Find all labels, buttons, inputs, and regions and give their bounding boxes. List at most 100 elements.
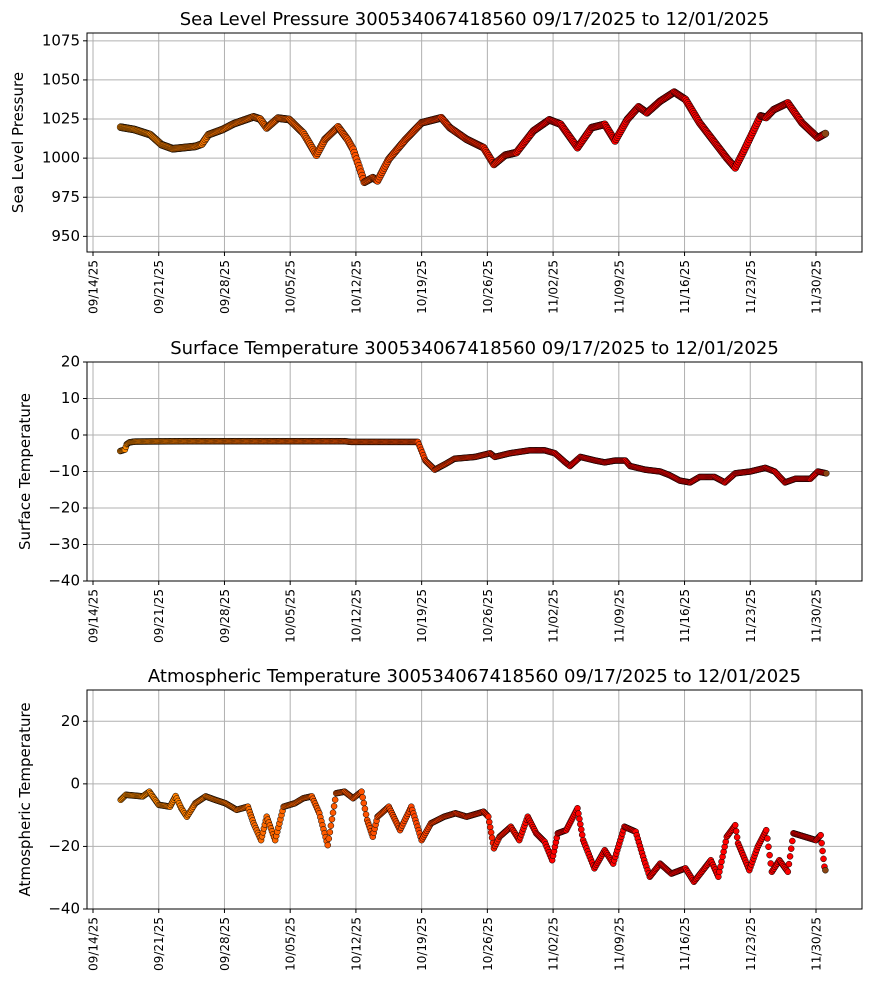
x-tick-label: 11/23/25 (744, 589, 758, 643)
x-tick-label: 11/02/25 (547, 917, 561, 971)
x-tick-label: 10/05/25 (284, 260, 298, 314)
x-tick-label: 11/09/25 (612, 589, 626, 643)
x-tick-label: 11/30/25 (809, 917, 823, 971)
y-tick-label: 0 (70, 426, 80, 444)
x-tick-label: 11/02/25 (547, 589, 561, 643)
data-point (331, 796, 339, 803)
chart-title: Sea Level Pressure 300534067418560 09/17… (180, 9, 770, 30)
x-tick-label: 10/26/25 (481, 917, 495, 971)
y-tick-label: 975 (51, 188, 80, 206)
x-tick-label: 10/12/25 (349, 917, 363, 971)
x-tick-label: 11/09/25 (612, 260, 626, 314)
data-point (819, 847, 826, 855)
data-point (733, 834, 741, 841)
data-point (764, 835, 771, 842)
x-tick-label: 10/19/25 (415, 917, 429, 971)
x-tick-label: 10/12/25 (349, 260, 363, 314)
data-point (784, 868, 792, 876)
data-point (821, 129, 830, 138)
y-tick-label: 10 (61, 389, 80, 407)
x-tick-label: 10/05/25 (284, 917, 298, 971)
x-tick-label: 11/16/25 (678, 260, 692, 314)
data-point (786, 853, 794, 860)
x-tick-label: 09/28/25 (218, 260, 232, 314)
x-tick-label: 11/23/25 (744, 260, 758, 314)
data-point (361, 805, 369, 813)
x-tick-label: 11/23/25 (744, 917, 758, 971)
x-tick-label: 10/26/25 (481, 589, 495, 643)
y-tick-label: 0 (70, 774, 80, 792)
data-point (732, 827, 740, 835)
data-point (577, 820, 584, 828)
x-tick-label: 10/05/25 (284, 589, 298, 643)
y-tick-label: 20 (61, 712, 80, 730)
data-point (360, 799, 368, 807)
y-tick-label: 1025 (42, 110, 80, 128)
data-series (117, 788, 829, 886)
data-point (326, 828, 334, 836)
data-point (575, 810, 582, 817)
data-point (578, 826, 585, 833)
data-point (330, 802, 338, 810)
y-tick-label: 950 (51, 227, 80, 245)
data-point (762, 826, 770, 834)
data-point (822, 866, 829, 874)
y-tick-label: −30 (48, 535, 80, 553)
data-point (823, 470, 830, 477)
subplot-2: 09/14/25 09/21/25 09/28/25 10/05/25 10/12/25… (16, 338, 863, 643)
x-tick-label: 09/14/25 (87, 589, 101, 643)
chart-title: Atmospheric Temperature 300534067418560 … (148, 666, 801, 687)
data-point (731, 821, 739, 829)
x-tick-label: 09/21/25 (152, 260, 166, 314)
data-point (324, 841, 331, 849)
data-point (358, 788, 365, 795)
y-axis-label: Sea Level Pressure (9, 72, 27, 213)
x-tick-label: 11/02/25 (547, 260, 561, 314)
y-tick-label: −40 (48, 572, 80, 590)
data-point (817, 831, 824, 839)
data-point (765, 843, 772, 851)
y-axis-label: Surface Temperature (16, 393, 34, 550)
data-point (359, 794, 366, 801)
x-tick-label: 09/14/25 (87, 260, 101, 314)
subplot-3: 09/14/25 09/21/25 09/28/25 10/05/25 10/12/25… (16, 666, 863, 971)
x-tick-label: 11/30/25 (809, 589, 823, 643)
x-tick-label: 11/16/25 (678, 589, 692, 643)
data-point (789, 837, 796, 845)
x-tick-label: 10/26/25 (481, 260, 495, 314)
subplot-1: 09/14/25 09/21/25 09/28/25 10/05/25 10/12/25… (9, 9, 863, 314)
data-point (766, 851, 773, 859)
y-tick-label: −10 (48, 462, 80, 480)
axes-frame (86, 361, 863, 582)
data-series (116, 437, 830, 486)
axes-frame (86, 32, 863, 253)
data-point (785, 860, 793, 868)
data-point (818, 839, 825, 847)
y-tick-label: −20 (48, 837, 80, 855)
data-point (820, 855, 827, 863)
data-point (328, 815, 336, 823)
data-point (574, 805, 581, 812)
y-tick-label: −40 (48, 900, 80, 918)
chart-title: Surface Temperature 300534067418560 09/1… (170, 338, 779, 359)
axes-frame (86, 689, 863, 910)
y-tick-label: 1000 (42, 149, 80, 167)
x-tick-label: 10/19/25 (415, 260, 429, 314)
x-tick-label: 09/14/25 (87, 917, 101, 971)
y-tick-label: −20 (48, 499, 80, 517)
y-tick-label: 20 (61, 353, 80, 371)
x-tick-label: 09/28/25 (218, 917, 232, 971)
data-point (787, 845, 795, 852)
data-point (362, 811, 370, 818)
x-tick-label: 10/12/25 (349, 589, 363, 643)
data-point (578, 831, 586, 839)
x-tick-label: 11/16/25 (678, 917, 692, 971)
x-tick-label: 11/30/25 (809, 260, 823, 314)
data-point (327, 822, 335, 829)
data-series (116, 88, 830, 187)
y-axis-label: Atmospheric Temperature (16, 702, 34, 896)
x-tick-label: 11/09/25 (612, 917, 626, 971)
x-tick-label: 09/21/25 (152, 589, 166, 643)
x-tick-label: 09/28/25 (218, 589, 232, 643)
